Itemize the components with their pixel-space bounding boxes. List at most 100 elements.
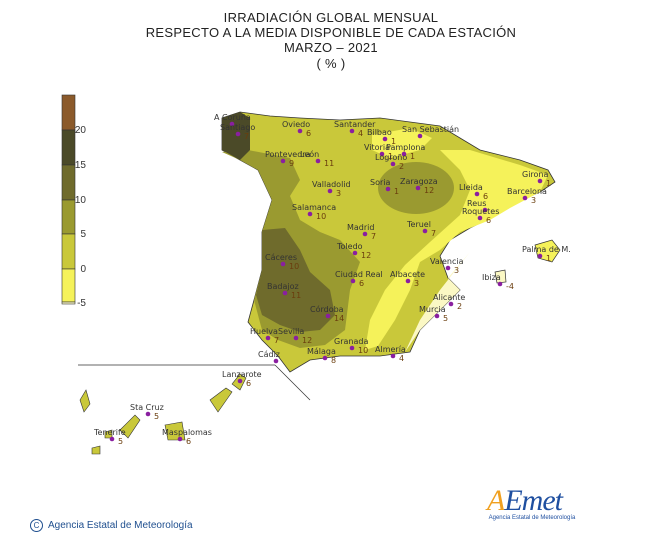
station-name: Palma de M. xyxy=(522,245,571,254)
station-dot xyxy=(422,228,428,234)
station-name: Cáceres xyxy=(265,253,297,262)
station-value: 2 xyxy=(399,162,404,171)
island-ibiza xyxy=(494,269,507,284)
station-value: 8 xyxy=(331,356,336,365)
station-name: Tenerife xyxy=(93,428,126,437)
station-dot xyxy=(362,231,368,237)
station-dot xyxy=(265,335,271,341)
station-value: 12 xyxy=(361,251,371,260)
station-name: Almería xyxy=(375,345,406,354)
station-dot xyxy=(477,215,483,221)
station-name: Pamplona xyxy=(386,143,425,152)
station-name: San Sebastián xyxy=(402,125,459,134)
station-name: Murcia xyxy=(419,305,446,314)
station-name: Maspalomas xyxy=(162,428,212,437)
station-dot xyxy=(229,121,235,127)
station-value: 1 xyxy=(391,137,396,146)
zone-low-southeast xyxy=(405,252,470,352)
station-value: 5 xyxy=(118,437,123,446)
station-name: Barcelona xyxy=(507,187,547,196)
station-value: 1 xyxy=(546,254,551,263)
station-dot xyxy=(405,278,411,284)
legend-label-10: 10 xyxy=(74,195,86,206)
station-name: Málaga xyxy=(307,347,336,356)
station-value: 3 xyxy=(531,196,536,205)
zone-zero-north xyxy=(372,128,432,158)
station-value: 7 xyxy=(371,232,376,241)
station-dot xyxy=(145,411,151,417)
station-name: Pontevedra xyxy=(265,150,311,159)
station-value: 1 xyxy=(546,179,551,188)
station-value: 14 xyxy=(334,314,344,323)
logo-subtitle: Agencia Estatal de Meteorología xyxy=(488,515,576,521)
station-name: Zaragoza xyxy=(400,177,438,186)
station-name: Oviedo xyxy=(282,120,310,129)
station-value: 6 xyxy=(246,379,251,388)
station-dot xyxy=(401,151,407,157)
station-value: 9 xyxy=(289,159,294,168)
station-value: 7 xyxy=(431,229,436,238)
station-value: 3 xyxy=(414,279,419,288)
copyright-notice: C Agencia Estatal de Meteorología xyxy=(30,519,193,532)
station-value: 4 xyxy=(358,129,363,138)
station-marker: Soria 1 xyxy=(370,178,399,196)
station-name: Girona xyxy=(522,170,549,179)
map-title: IRRADIACIÓN GLOBAL MENSUAL xyxy=(223,10,439,25)
station-dot xyxy=(327,188,333,194)
station-name: Córdoba xyxy=(310,304,344,314)
station-dot xyxy=(448,301,454,307)
zone-top-galicia xyxy=(222,112,250,160)
station-dot xyxy=(322,355,328,361)
station-value: 1 xyxy=(394,187,399,196)
station-name: Santander xyxy=(334,120,376,129)
station-dot xyxy=(282,290,288,296)
station-name: Toledo xyxy=(336,242,363,251)
logo-word: Emet xyxy=(504,484,563,517)
copyright-icon: C xyxy=(30,519,43,532)
station-value: 1 xyxy=(388,152,393,161)
station-name: Ciudad Real xyxy=(335,270,383,279)
legend-label-20: 20 xyxy=(74,125,86,136)
station-name: A Coruña xyxy=(214,113,251,122)
legend-label-5: 5 xyxy=(80,229,86,240)
station-value: 11 xyxy=(291,291,301,300)
station-name: Vitoria xyxy=(364,143,390,152)
station-dot xyxy=(434,313,440,319)
station-dot xyxy=(307,211,313,217)
station-dot xyxy=(482,207,488,213)
station-name: León xyxy=(300,149,319,159)
station-name: Cádiz xyxy=(258,350,280,359)
station-name: Badajoz xyxy=(267,282,299,291)
station-dot xyxy=(273,358,279,364)
station-value: 6 xyxy=(359,279,364,288)
station-dot xyxy=(349,128,355,134)
station-name: Salamanca xyxy=(292,203,336,212)
station-dot xyxy=(382,136,388,142)
island-lapalma xyxy=(79,389,91,413)
station-value: 5 xyxy=(443,314,448,323)
station-dot xyxy=(537,253,543,259)
station-dot xyxy=(537,178,543,184)
station-marker: San Sebastián xyxy=(402,125,459,139)
